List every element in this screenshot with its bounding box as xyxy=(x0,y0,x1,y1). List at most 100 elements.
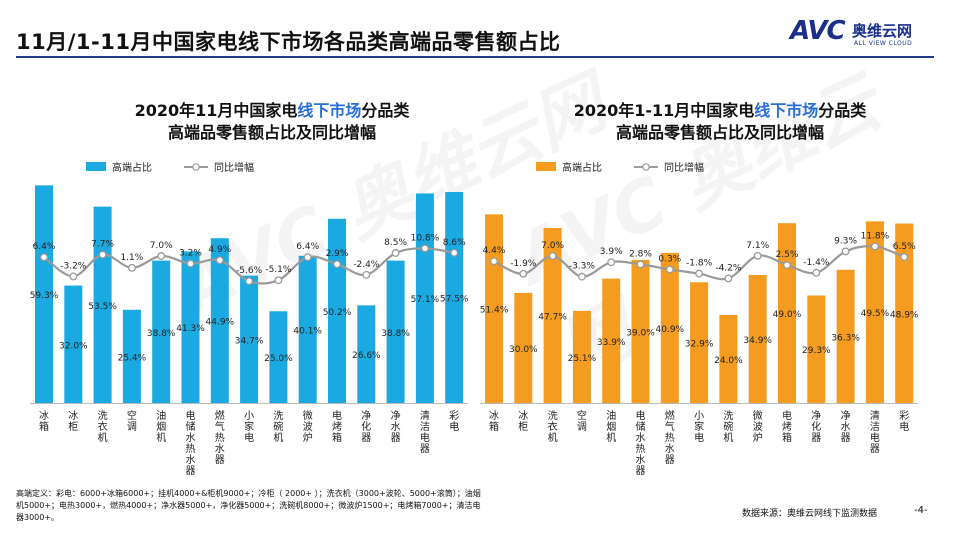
bar-value-label: 39.0% xyxy=(626,328,655,338)
line-point xyxy=(391,249,400,257)
line-value-label: 2.9% xyxy=(326,249,349,259)
line-point xyxy=(490,257,498,266)
line-point xyxy=(215,256,224,265)
bar xyxy=(719,314,738,403)
line-value-label: -5.1% xyxy=(265,265,292,275)
x-tick-label: 洗衣机 xyxy=(548,410,558,444)
line-point xyxy=(186,259,195,268)
x-tick-label: 电烤箱 xyxy=(332,409,342,444)
bar-value-label: 40.9% xyxy=(656,325,685,335)
bar-value-label: 34.7% xyxy=(235,336,264,346)
x-tick-label: 油烟机 xyxy=(156,409,166,444)
logo-mark: AVC xyxy=(790,16,846,46)
line-point xyxy=(303,253,312,262)
line-value-label: -3.3% xyxy=(569,262,596,272)
data-source: 数据来源：奥维云网线下监测数据 xyxy=(742,509,878,519)
bar xyxy=(64,285,83,403)
line-point xyxy=(127,263,136,272)
line-point xyxy=(812,268,821,277)
line-point xyxy=(900,253,909,261)
chart-legend: 高端占比 同比增幅 xyxy=(86,161,254,174)
x-tick-label: 小家电 xyxy=(694,410,704,444)
line-value-label: 3.9% xyxy=(600,247,623,257)
bar-value-label: 44.9% xyxy=(206,318,235,328)
x-tick-label: 冰箱 xyxy=(489,409,499,433)
bar-value-label: 53.5% xyxy=(88,302,117,312)
bar xyxy=(836,269,855,403)
footnote: 高端定义：彩电：6000+冰箱6000+；挂机4000+&柜机9000+；冷柜（… xyxy=(16,489,481,522)
line-value-label: -4.2% xyxy=(715,263,742,273)
chart-title-text: 2020年1-11月中国家电 xyxy=(573,101,755,120)
chart-title-text: 分品类 xyxy=(361,101,410,120)
bar-value-label: 36.3% xyxy=(831,333,860,343)
line-value-label: -1.4% xyxy=(803,258,830,268)
bar xyxy=(298,255,317,403)
legend-bar-label: 高端占比 xyxy=(562,161,602,174)
x-tick-label: 冰柜 xyxy=(518,409,528,433)
x-tick-label: 冰箱 xyxy=(39,409,49,433)
bar xyxy=(445,191,464,403)
x-tick-label: 油烟机 xyxy=(606,409,616,444)
line-value-label: 7.1% xyxy=(746,241,769,251)
x-tick-label: 净水器 xyxy=(391,409,401,444)
line-value-label: 8.5% xyxy=(384,238,407,248)
bar xyxy=(181,251,200,403)
bar xyxy=(865,221,884,403)
line-point xyxy=(333,260,341,269)
bar-value-label: 57.1% xyxy=(411,295,440,305)
line-point xyxy=(450,248,459,257)
bar xyxy=(748,274,767,403)
bar-value-label: 29.3% xyxy=(802,346,831,356)
line-point xyxy=(577,272,586,281)
x-tick-label: 燃气热水器 xyxy=(215,409,225,466)
x-tick-label: 小家电 xyxy=(244,410,254,444)
x-tick-label: 净水器 xyxy=(841,409,851,444)
x-tick-label: 彩电 xyxy=(899,410,909,433)
line-point xyxy=(69,272,78,281)
bar xyxy=(240,275,259,403)
bar xyxy=(485,214,503,403)
bar-value-label: 33.9% xyxy=(597,338,626,348)
line-point xyxy=(548,252,557,260)
bar xyxy=(602,278,621,403)
x-tick-label: 燃气热水器 xyxy=(665,409,675,466)
line-value-label: 6.5% xyxy=(893,242,916,252)
chart-title-text: 分品类 xyxy=(818,101,867,120)
line-point xyxy=(245,277,254,286)
logo-name-en: ALL VIEW CLOUD xyxy=(854,40,913,47)
line-value-label: 10.8% xyxy=(411,233,440,243)
line-value-label: 7.0% xyxy=(541,241,564,251)
chart-legend: 高端占比 同比增幅 xyxy=(536,161,704,174)
line-point xyxy=(362,270,371,279)
line-point xyxy=(695,269,704,278)
x-tick-label: 空调 xyxy=(127,409,137,433)
legend-line-label: 同比增幅 xyxy=(214,161,254,174)
line-point xyxy=(870,242,879,251)
line-point xyxy=(98,250,107,259)
bar xyxy=(122,309,141,403)
chart-title-highlight: 线下市场 xyxy=(754,101,819,120)
x-tick-label: 电储水热水器 xyxy=(186,409,196,477)
line-value-label: -1.9% xyxy=(510,259,537,269)
line-value-label: 6.4% xyxy=(33,242,56,252)
bar-value-label: 38.8% xyxy=(147,329,176,339)
bar xyxy=(778,223,796,403)
x-tick-label: 彩电 xyxy=(449,410,459,433)
legend-bar-swatch xyxy=(86,162,106,171)
legend-line-marker xyxy=(192,163,200,171)
brand-logo: AVC 奥维云网 ALL VIEW CLOUD xyxy=(790,16,940,52)
legend-bar-label: 高端占比 xyxy=(112,161,152,174)
bar xyxy=(572,310,591,403)
bar-value-label: 34.9% xyxy=(743,336,772,346)
x-tick-label: 微波炉 xyxy=(753,409,763,444)
x-tick-label: 清洁电器 xyxy=(420,409,430,455)
bar xyxy=(210,238,229,403)
bar-value-label: 32.9% xyxy=(685,340,714,350)
bar-value-label: 40.1% xyxy=(293,326,322,336)
bar xyxy=(631,259,650,403)
bar xyxy=(415,193,434,403)
line-value-label: 0.3% xyxy=(658,254,681,264)
x-tick-label: 净化器 xyxy=(811,409,821,444)
line-point xyxy=(157,252,166,260)
